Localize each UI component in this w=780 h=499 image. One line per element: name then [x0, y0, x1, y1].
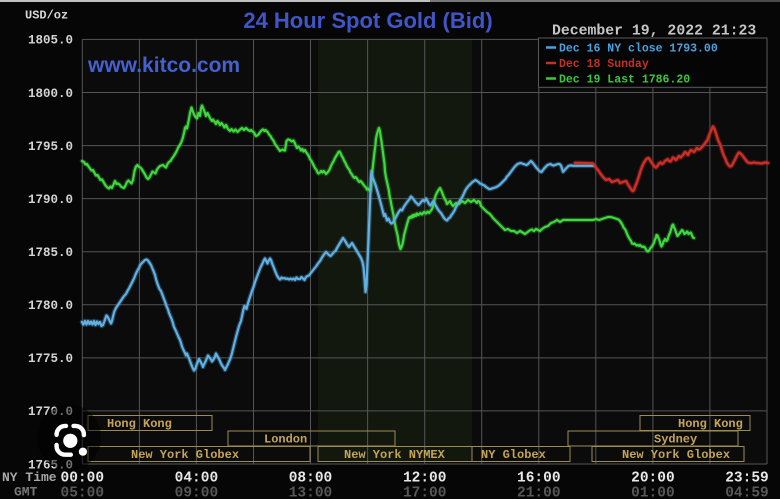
svg-text:23:59: 23:59 [725, 471, 769, 487]
svg-text:Hong Kong: Hong Kong [107, 417, 172, 431]
svg-text:17:00: 17:00 [403, 486, 447, 499]
svg-text:Dec 18 Sunday: Dec 18 Sunday [559, 58, 649, 71]
svg-text:1780.0: 1780.0 [28, 299, 73, 313]
svg-text:1795.0: 1795.0 [28, 140, 73, 154]
svg-text:04:00: 04:00 [175, 471, 219, 487]
svg-text:01:00: 01:00 [631, 486, 675, 499]
svg-text:08:00: 08:00 [289, 471, 333, 487]
svg-text:1785.0: 1785.0 [28, 246, 73, 260]
svg-text:20:00: 20:00 [631, 471, 675, 487]
svg-text:09:00: 09:00 [175, 486, 219, 499]
svg-text:December 19, 2022 21:23: December 19, 2022 21:23 [552, 24, 756, 40]
svg-text:1770.0: 1770.0 [28, 405, 73, 419]
svg-text:www.kitco.com: www.kitco.com [87, 54, 240, 77]
svg-text:21:00: 21:00 [517, 486, 561, 499]
svg-text:05:00: 05:00 [61, 486, 105, 499]
svg-text:NY Time: NY Time [2, 470, 57, 485]
svg-text:Sydney: Sydney [654, 433, 697, 447]
svg-text:New York Globex: New York Globex [622, 448, 730, 462]
svg-text:1765.0: 1765.0 [28, 458, 73, 472]
svg-text:GMT: GMT [14, 485, 38, 499]
svg-text:13:00: 13:00 [289, 486, 333, 499]
svg-text:New York NYMEX: New York NYMEX [344, 448, 446, 462]
svg-text:NY Globex: NY Globex [481, 448, 546, 462]
svg-text:1805.0: 1805.0 [28, 34, 73, 48]
svg-text:16:00: 16:00 [517, 471, 561, 487]
svg-text:Hong Kong: Hong Kong [678, 417, 743, 431]
svg-text:USD/oz: USD/oz [25, 9, 68, 23]
svg-text:Dec 19 Last 1786.20: Dec 19 Last 1786.20 [559, 74, 690, 87]
svg-text:00:00: 00:00 [61, 471, 105, 487]
svg-text:24 Hour Spot Gold (Bid): 24 Hour Spot Gold (Bid) [243, 8, 492, 33]
svg-text:New York Globex: New York Globex [131, 448, 239, 462]
svg-text:12:00: 12:00 [403, 471, 447, 487]
svg-text:04:59: 04:59 [725, 486, 769, 499]
svg-text:1775.0: 1775.0 [28, 352, 73, 366]
svg-text:Dec 16 NY close 1793.00: Dec 16 NY close 1793.00 [559, 43, 718, 56]
svg-text:1800.0: 1800.0 [28, 87, 73, 101]
svg-text:London: London [264, 433, 307, 447]
svg-text:1790.0: 1790.0 [28, 193, 73, 207]
